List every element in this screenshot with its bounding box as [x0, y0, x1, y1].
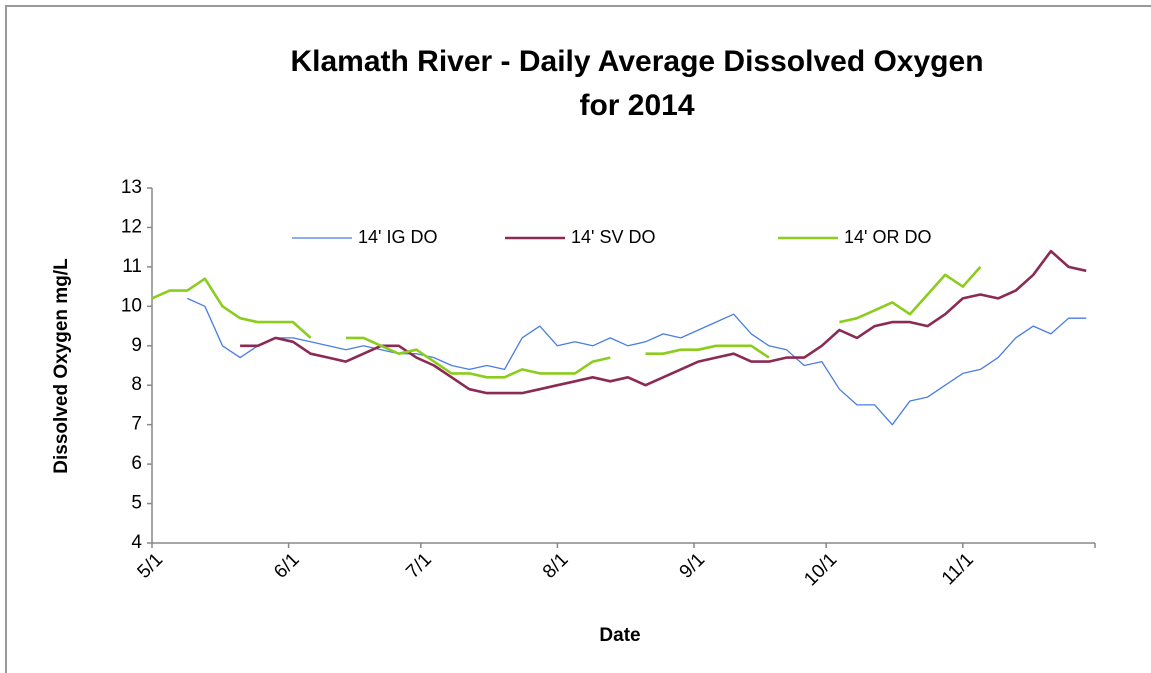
y-tick-label: 12 — [121, 216, 142, 237]
y-tick-label: 9 — [131, 335, 142, 356]
x-tick-label: 11/1 — [938, 549, 978, 589]
x-tick-label: 10/1 — [800, 549, 841, 590]
series-line — [187, 297, 1087, 426]
y-tick-label: 4 — [131, 532, 142, 553]
y-tick-label: 13 — [121, 177, 142, 198]
x-tick-label: 5/1 — [134, 549, 168, 583]
x-tick-label: 9/1 — [676, 549, 710, 583]
x-tick-label: 7/1 — [402, 549, 436, 583]
chart-title: for 2014 — [579, 89, 694, 122]
y-tick-label: 8 — [131, 374, 142, 395]
series-line — [151, 266, 982, 379]
x-axis-title: Date — [599, 625, 640, 646]
legend-label: 14' IG DO — [358, 227, 437, 247]
y-tick-label: 11 — [122, 256, 142, 277]
y-tick-label: 6 — [131, 453, 142, 474]
y-axis-title: Dissolved Oxygen mg/L — [51, 258, 72, 474]
chart-frame — [5, 5, 1151, 673]
x-tick-label: 8/1 — [539, 549, 573, 583]
legend-label: 14' OR DO — [844, 227, 931, 247]
series-line — [240, 249, 1087, 395]
x-tick-label: 6/1 — [270, 549, 304, 583]
y-tick-label: 7 — [131, 414, 142, 435]
y-tick-label: 5 — [131, 493, 142, 514]
legend-label: 14' SV DO — [571, 227, 655, 247]
chart-title: Klamath River - Daily Average Dissolved … — [290, 45, 983, 78]
y-tick-label: 10 — [121, 295, 142, 316]
